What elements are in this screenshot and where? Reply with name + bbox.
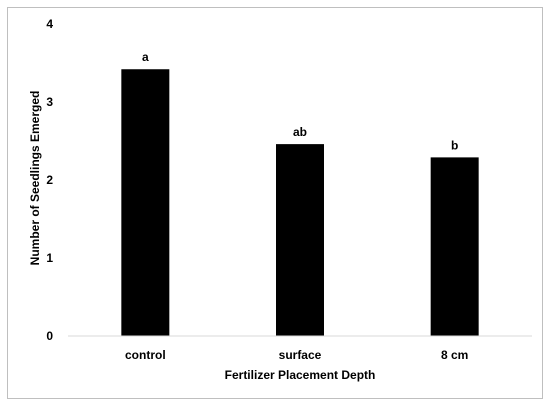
y-tick-labels: 0 1 2 3 4 bbox=[46, 17, 53, 343]
y-tick-label: 2 bbox=[46, 173, 53, 187]
x-tick-label: surface bbox=[279, 348, 322, 362]
y-tick-label: 4 bbox=[46, 17, 53, 31]
bar-significance-label: b bbox=[451, 138, 458, 152]
y-tick-label: 0 bbox=[46, 329, 53, 343]
bar bbox=[276, 144, 324, 336]
x-tick-labels: control surface 8 cm bbox=[125, 348, 468, 362]
y-axis-title: Number of Seedlings Emerged bbox=[28, 91, 42, 266]
bar bbox=[430, 157, 479, 336]
bar-letter-labels: a ab b bbox=[142, 50, 458, 152]
bar-significance-label: ab bbox=[293, 125, 307, 139]
bar-significance-label: a bbox=[142, 50, 149, 64]
y-tick-label: 1 bbox=[46, 251, 53, 265]
y-tick-label: 3 bbox=[46, 95, 53, 109]
bars bbox=[121, 69, 479, 337]
x-axis-title: Fertilizer Placement Depth bbox=[225, 368, 376, 382]
bar bbox=[121, 69, 170, 337]
x-tick-label: 8 cm bbox=[441, 348, 468, 362]
x-tick-label: control bbox=[125, 348, 166, 362]
